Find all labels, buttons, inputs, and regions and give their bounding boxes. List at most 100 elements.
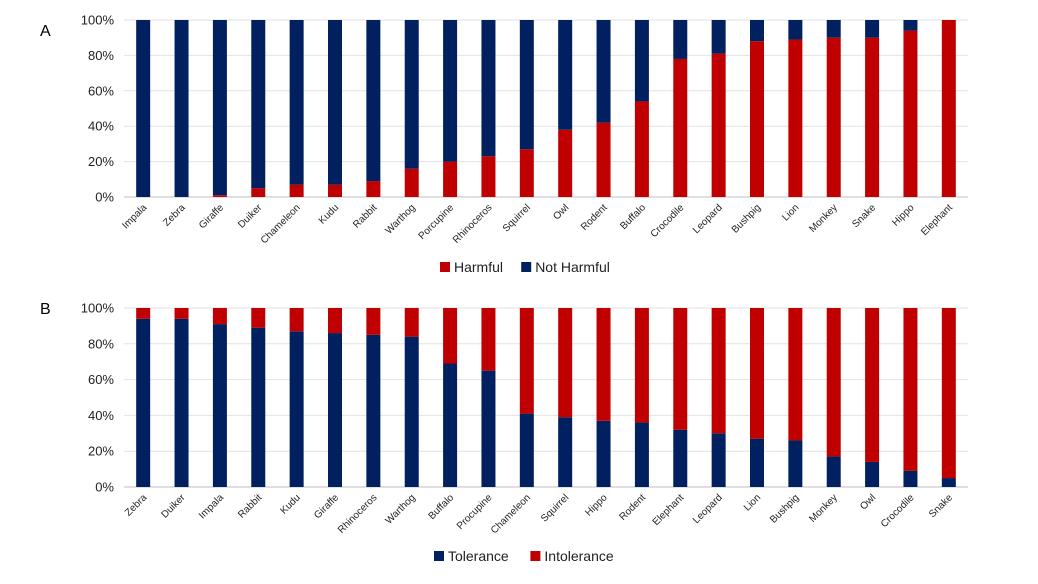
panel-a-bar-harmful-giraffe <box>212 195 227 197</box>
panel-b-legend-label: Tolerance <box>448 548 509 564</box>
panel-b-bar-tolerance-lion <box>750 438 764 487</box>
panel-a-bar-not-harmful-snake <box>865 20 880 38</box>
panel-b-bar-tolerance-zebra <box>136 318 151 487</box>
panel-b-bar-intolerance-chameleon <box>519 308 534 414</box>
panel-a-bar-not-harmful-giraffe <box>212 20 227 196</box>
panel-a-bar-harmful-rhinoceros <box>481 156 496 197</box>
panel-a-bar-harmful-leopard <box>711 53 726 197</box>
panel-b-bar-intolerance-rabbit <box>251 308 266 328</box>
panel-a-ytick-label: 0% <box>95 190 114 205</box>
panel-b-ytick-label: 40% <box>88 408 114 423</box>
panel-b-bar-intolerance-monkey <box>826 308 841 457</box>
panel-b-bar-tolerance-monkey <box>826 456 841 487</box>
panel-b-category-label: Owl <box>858 492 878 512</box>
panel-a-bar-not-harmful-owl <box>558 20 573 130</box>
panel-a-category-label: Porcupine <box>417 202 457 242</box>
panel-a-category-label: Buffalo <box>618 202 648 232</box>
panel-a-bar-harmful-hippo <box>903 30 918 198</box>
panel-a-bar-not-harmful-rabbit <box>366 20 381 182</box>
panel-a-bar-harmful-lion <box>788 39 803 197</box>
panel-a-category-label: Hippo <box>890 202 917 229</box>
panel-a-bar-harmful-rabbit <box>366 181 381 197</box>
panel-b-category-label: Rabbit <box>236 492 264 520</box>
panel-a-bar-not-harmful-lion <box>788 20 803 40</box>
panel-a-bar-not-harmful-warthog <box>404 20 419 169</box>
panel-b-category-label: Elephant <box>651 492 687 528</box>
panel-b-bar-tolerance-owl <box>865 461 880 487</box>
panel-b-bar-intolerance-bushpig <box>788 308 803 441</box>
panel-b-category-label: Crocodile <box>879 492 917 530</box>
panel-a-category-label: Elephant <box>919 202 955 238</box>
panel-b-category-label: Monkey <box>807 492 840 525</box>
panel-b-category-label: Bushpig <box>768 492 801 525</box>
panel-a-category-label: Crocodile <box>649 202 687 240</box>
panel-a-bar-not-harmful-monkey <box>826 20 841 38</box>
panel-b-bar-tolerance-chameleon <box>519 413 534 487</box>
panel-b-category-label: Kudu <box>278 492 302 516</box>
panel-a-category-label: Impala <box>120 202 149 231</box>
panel-b-bar-intolerance-kudu <box>289 308 304 332</box>
panel-b-bar-intolerance-warthog <box>404 308 419 337</box>
panel-a-bar-harmful-kudu <box>328 184 342 197</box>
panel-a-bar-harmful-bushpig <box>750 41 764 197</box>
panel-a: A 0% 20% 40% 60% 80% 100% Impala Zebra Giraffe Dui… <box>40 13 968 275</box>
panel-a-category-label: Chameleon <box>259 202 303 246</box>
panel-b-category-label: Hippo <box>583 492 610 519</box>
panel-b-bar-intolerance-buffalo <box>443 308 458 364</box>
panel-a-category-label: Bushpig <box>730 202 763 235</box>
panel-b-bar-tolerance-elephant <box>673 429 688 487</box>
panel-a-bar-not-harmful-rhinoceros <box>481 20 496 157</box>
panel-a-bar-harmful-monkey <box>826 37 841 198</box>
panel-b-category-label: Snake <box>927 492 955 520</box>
panel-b-bar-tolerance-hippo <box>596 420 611 487</box>
panel-b-legend-swatch <box>434 551 444 561</box>
panel-b-ytick-label: 20% <box>88 444 114 459</box>
panel-a-category-label: Rhinoceros <box>451 202 495 246</box>
panel-b-bar-intolerance-duiker <box>174 308 189 319</box>
panel-a-bar-harmful-rodent <box>596 122 611 197</box>
panel-a-bar-harmful-duiker <box>251 188 266 197</box>
panel-a-category-label: Duiker <box>236 202 265 231</box>
panel-a-bar-not-harmful-rodent <box>596 20 611 123</box>
panel-b-ytick-label: 60% <box>88 372 114 387</box>
panel-b-bar-tolerance-bushpig <box>788 440 803 487</box>
panel-b-bar-tolerance-snake <box>941 478 956 487</box>
panel-b-category-label: Warthog <box>384 492 418 526</box>
panel-b-bar-tolerance-warthog <box>404 336 419 487</box>
panel-b-bar-tolerance-rhinoceros <box>366 334 381 487</box>
panel-b-category-label: Buffalo <box>427 492 457 522</box>
panel-a-ytick-label: 20% <box>88 154 114 169</box>
panel-b: B 0% 20% 40% 60% 80% 100% Zebra Duiker Impala Rabb… <box>40 301 968 564</box>
panel-b-category-label: Rhinoceros <box>336 492 380 536</box>
panel-b-legend-label: Intolerance <box>544 548 613 564</box>
panel-b-ytick-label: 100% <box>81 301 115 316</box>
panel-b-category-label: Squirrel <box>539 492 571 524</box>
panel-a-ytick-label: 80% <box>88 48 114 63</box>
panel-a-letter: A <box>40 23 51 40</box>
panel-b-bar-tolerance-kudu <box>289 331 304 487</box>
panel-b-category-label: Lion <box>742 492 763 513</box>
panel-a-legend-label: Not Harmful <box>535 259 610 275</box>
panel-b-letter: B <box>40 301 51 318</box>
panel-a-legend-swatch <box>440 262 450 272</box>
panel-a-legend-label: Harmful <box>454 259 503 275</box>
panel-a-category-label: Kudu <box>317 202 341 226</box>
panel-b-bar-intolerance-rodent <box>634 308 649 423</box>
panel-b-bar-intolerance-rhinoceros <box>366 308 381 335</box>
panel-a-bar-not-harmful-bushpig <box>750 20 764 42</box>
panel-a-category-label: Giraffe <box>197 202 226 231</box>
panel-a-bar-not-harmful-kudu <box>328 20 342 185</box>
panel-a-bar-harmful-snake <box>865 37 880 198</box>
panel-a-bar-not-harmful-zebra <box>174 20 189 197</box>
panel-b-bar-tolerance-squirrel <box>558 417 573 487</box>
panel-a-bar-harmful-elephant <box>941 20 956 197</box>
panel-a-category-label: Squirrel <box>501 202 533 234</box>
panel-b-bar-intolerance-snake <box>941 308 956 479</box>
panel-a-category-label: Zebra <box>161 202 188 229</box>
panel-b-bar-tolerance-crocodile <box>903 470 918 487</box>
panel-b-bar-intolerance-procupine <box>481 308 496 371</box>
panel-b-bar-intolerance-leopard <box>711 308 726 434</box>
panel-a-bar-harmful-buffalo <box>634 101 649 197</box>
panel-b-category-label: Zebra <box>123 492 150 519</box>
